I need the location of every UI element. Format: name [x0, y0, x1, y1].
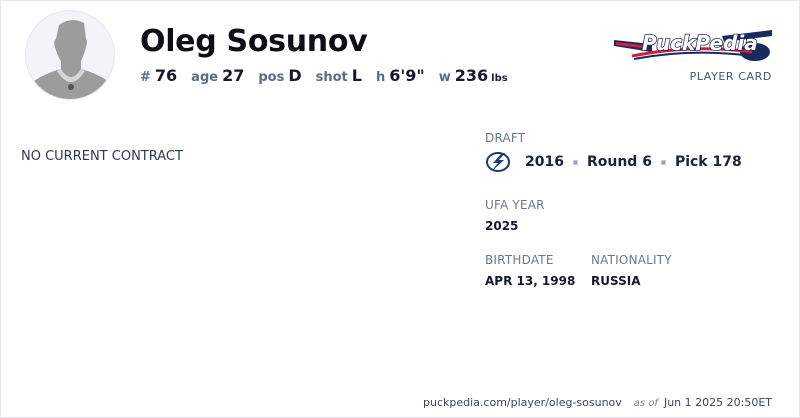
puckpedia-logo: PuckPedia [612, 22, 774, 70]
birthdate-label: BIRTHDATE [485, 253, 554, 267]
footer: puckpedia.com/player/oleg-sosunov as of … [423, 396, 772, 409]
draft-pick: Pick 178 [674, 154, 742, 170]
nationality-value: RUSSIA [591, 274, 641, 288]
draft-year: 2016 [525, 154, 564, 170]
separator [660, 159, 666, 165]
ufa-year-value: 2025 [485, 219, 519, 233]
separator [572, 159, 578, 165]
lightning-team-icon [486, 152, 510, 172]
stat-position: pos D [258, 66, 301, 85]
stat-value: 76 [154, 66, 178, 85]
stat-shot: shot L [316, 66, 362, 85]
stat-value: 27 [222, 66, 245, 85]
draft-info: 2016 Round 6 Pick 178 [485, 151, 742, 173]
svg-text:PuckPedia: PuckPedia [642, 31, 758, 55]
stat-label: h [375, 70, 386, 85]
nationality-label: NATIONALITY [591, 253, 672, 267]
player-url-link[interactable]: puckpedia.com/player/oleg-sosunov [423, 396, 622, 409]
stat-value: D [288, 66, 302, 85]
draft-label: DRAFT [485, 131, 526, 145]
stat-label: age [191, 70, 219, 85]
stat-age: age 27 [191, 66, 244, 85]
stat-weight: w 236 lbs [439, 66, 508, 85]
stat-label: w [438, 70, 451, 85]
birthdate-value: APR 13, 1998 [485, 274, 576, 288]
ufa-year-label: UFA YEAR [485, 198, 545, 212]
player-name: Oleg Sosunov [140, 24, 368, 59]
stat-value: L [351, 66, 362, 85]
stat-height: h 6'9" [376, 66, 425, 85]
stat-label: pos [258, 70, 285, 85]
contract-status: NO CURRENT CONTRACT [21, 149, 183, 164]
player-card-label: PLAYER CARD [689, 70, 772, 83]
silhouette-icon [34, 20, 108, 99]
stat-number: #76 [140, 66, 177, 85]
stat-label: shot [315, 70, 348, 85]
stat-label: # [140, 70, 151, 85]
stat-value: 236 [454, 66, 489, 85]
timestamp: Jun 1 2025 20:50ET [663, 396, 772, 409]
draft-round: Round 6 [586, 154, 652, 170]
player-avatar [25, 10, 115, 100]
player-stats: #76 age 27 pos D shot L h 6'9" w 236 lbs [140, 66, 522, 85]
as-of-label: as of [633, 398, 658, 409]
stat-value: 6'9" [389, 66, 425, 85]
stat-unit: lbs [491, 73, 508, 84]
